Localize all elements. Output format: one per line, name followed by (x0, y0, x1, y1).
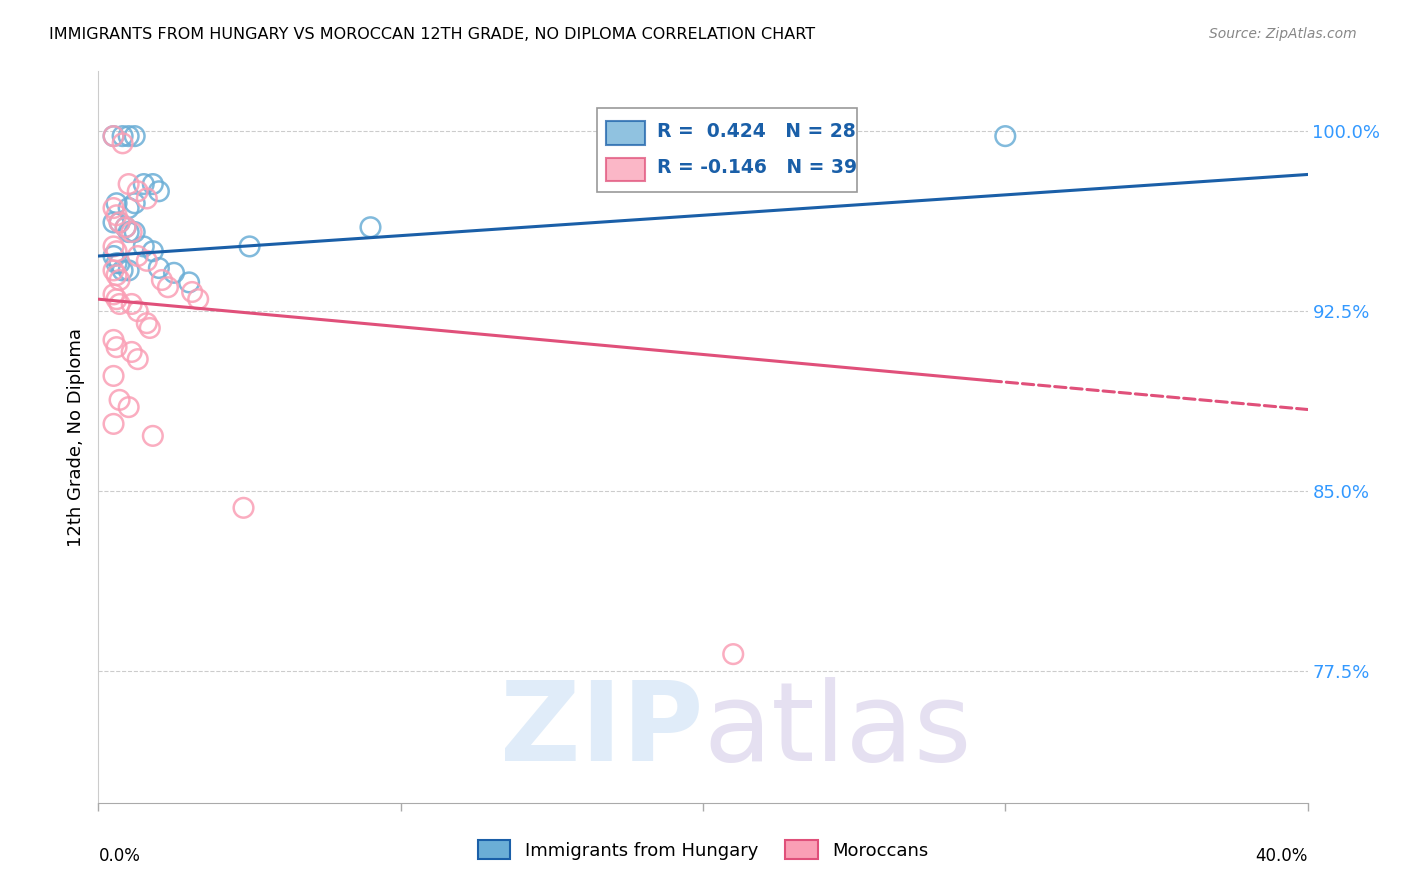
Point (150, 273, 173, 287)
Point (118, 201, 141, 215)
Point (142, 244, 165, 259)
Point (105, 292, 128, 306)
Legend: Immigrants from Hungary, Moroccans: Immigrants from Hungary, Moroccans (471, 833, 935, 867)
Point (103, 239, 125, 253)
Point (135, 253, 157, 268)
Point (135, 316, 157, 330)
Y-axis label: 12th Grade, No Diploma: 12th Grade, No Diploma (66, 327, 84, 547)
Bar (606, 158, 645, 181)
Text: R = -0.146   N = 39: R = -0.146 N = 39 (657, 159, 858, 178)
Point (103, 201, 125, 215)
Point (103, 129, 125, 144)
Point (108, 215, 131, 229)
Point (105, 268, 128, 283)
Point (118, 129, 141, 144)
Point (181, 285, 204, 299)
Point (105, 244, 128, 259)
Point (103, 368, 125, 383)
Point (124, 129, 146, 144)
Point (142, 429, 165, 443)
Point (232, 500, 254, 515)
Point (994, 129, 1017, 144)
Point (105, 196, 128, 211)
Point (111, 136, 134, 151)
Point (118, 225, 141, 239)
Point (121, 297, 143, 311)
Point (103, 249, 125, 263)
Point (127, 249, 149, 263)
Point (108, 297, 131, 311)
Bar (606, 121, 645, 145)
Point (105, 208, 128, 222)
Point (148, 184, 170, 198)
Point (111, 263, 134, 277)
FancyBboxPatch shape (596, 108, 856, 192)
Point (108, 392, 131, 407)
Point (121, 225, 143, 239)
Point (239, 239, 262, 253)
Point (111, 129, 134, 144)
Point (103, 263, 125, 277)
Point (360, 220, 382, 235)
Point (108, 215, 131, 229)
Text: Source: ZipAtlas.com: Source: ZipAtlas.com (1209, 27, 1357, 41)
Point (108, 273, 131, 287)
Text: IMMIGRANTS FROM HUNGARY VS MOROCCAN 12TH GRADE, NO DIPLOMA CORRELATION CHART: IMMIGRANTS FROM HUNGARY VS MOROCCAN 12TH… (49, 27, 815, 42)
Point (108, 256, 131, 270)
Point (723, 647, 745, 661)
Point (118, 263, 141, 277)
Point (148, 260, 170, 275)
Point (118, 177, 141, 191)
Point (118, 400, 141, 414)
Point (179, 276, 201, 290)
Point (103, 215, 125, 229)
Point (103, 417, 125, 431)
Point (187, 292, 209, 306)
Text: R =  0.424   N = 28: R = 0.424 N = 28 (657, 122, 856, 141)
Point (114, 220, 136, 235)
Point (114, 220, 136, 235)
Text: ZIP: ZIP (499, 676, 703, 783)
Point (156, 280, 179, 294)
Point (124, 196, 146, 211)
Point (105, 340, 128, 354)
Point (103, 333, 125, 347)
Point (127, 352, 149, 367)
Point (121, 345, 143, 359)
Point (163, 266, 186, 280)
Point (139, 321, 162, 335)
Point (132, 177, 155, 191)
Point (142, 177, 165, 191)
Point (127, 304, 149, 318)
Point (105, 256, 128, 270)
Text: atlas: atlas (703, 676, 972, 783)
Point (124, 225, 146, 239)
Point (127, 184, 149, 198)
Point (103, 287, 125, 301)
Point (132, 239, 155, 253)
Text: 40.0%: 40.0% (1256, 847, 1308, 864)
Point (103, 129, 125, 144)
Point (135, 191, 157, 205)
Text: 0.0%: 0.0% (98, 847, 141, 864)
